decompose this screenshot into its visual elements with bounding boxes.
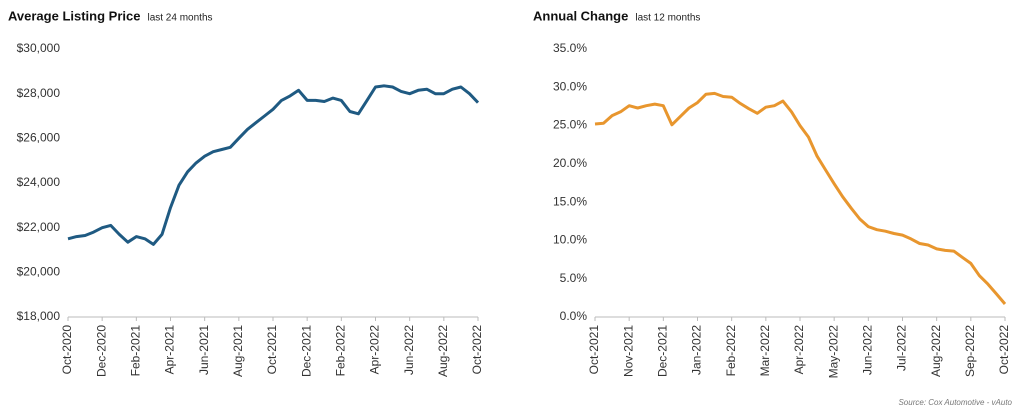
x-tick-label: Sep-2022: [963, 325, 977, 377]
y-tick-label: 20.0%: [553, 156, 587, 170]
x-tick-label: Apr-2022: [792, 325, 806, 375]
chart-subtitle: last 12 months: [635, 13, 700, 24]
y-tick-label: $28,000: [17, 86, 61, 100]
y-tick-label: $18,000: [17, 309, 61, 323]
x-tick-label: Apr-2021: [163, 325, 177, 375]
y-tick-label: $22,000: [17, 220, 61, 234]
x-tick-label: Dec-2021: [299, 325, 313, 377]
y-tick-label: $24,000: [17, 175, 61, 189]
x-tick-label: Feb-2022: [724, 325, 738, 377]
x-tick-label: Feb-2021: [129, 325, 143, 377]
x-tick-label: Aug-2021: [231, 325, 245, 377]
y-tick-label: $30,000: [17, 41, 61, 55]
y-tick-label: 30.0%: [553, 79, 587, 93]
chart-title: Average Listing Price: [8, 8, 140, 23]
chart-subtitle: last 24 months: [147, 13, 212, 24]
x-tick-label: Jan-2022: [690, 325, 704, 375]
x-tick-label: Aug-2022: [436, 325, 450, 377]
y-tick-label: 25.0%: [553, 118, 587, 132]
x-tick-label: Jun-2022: [402, 325, 416, 375]
y-tick-label: 5.0%: [560, 271, 588, 285]
x-tick-label: Mar-2022: [758, 325, 772, 377]
x-tick-label: May-2022: [826, 325, 840, 379]
x-tick-label: Oct-2021: [587, 325, 601, 375]
x-tick-label: Jun-2022: [861, 325, 875, 375]
y-tick-label: 15.0%: [553, 194, 587, 208]
chart-title: Annual Change: [533, 8, 628, 23]
y-tick-label: $26,000: [17, 131, 61, 145]
x-tick-label: Dec-2020: [94, 325, 108, 377]
x-tick-label: Apr-2022: [368, 325, 382, 375]
x-tick-label: Jul-2022: [895, 325, 909, 371]
y-tick-label: $20,000: [17, 265, 61, 279]
x-tick-label: Jun-2021: [197, 325, 211, 375]
x-tick-label: Dec-2021: [656, 325, 670, 377]
y-tick-label: 35.0%: [553, 41, 587, 55]
source-note: Source: Cox Automotive - vAuto: [898, 398, 1012, 407]
x-tick-label: Oct-2020: [60, 325, 74, 375]
y-tick-label: 10.0%: [553, 233, 587, 247]
x-tick-label: Aug-2022: [929, 325, 943, 377]
x-tick-label: Nov-2021: [621, 325, 635, 377]
x-tick-label: Oct-2022: [470, 325, 484, 375]
y-tick-label: 0.0%: [560, 309, 588, 323]
data-line: [67, 84, 480, 246]
data-line: [594, 91, 1007, 305]
x-tick-label: Oct-2022: [997, 325, 1011, 375]
x-tick-label: Feb-2022: [334, 325, 348, 377]
x-tick-label: Oct-2021: [265, 325, 279, 375]
